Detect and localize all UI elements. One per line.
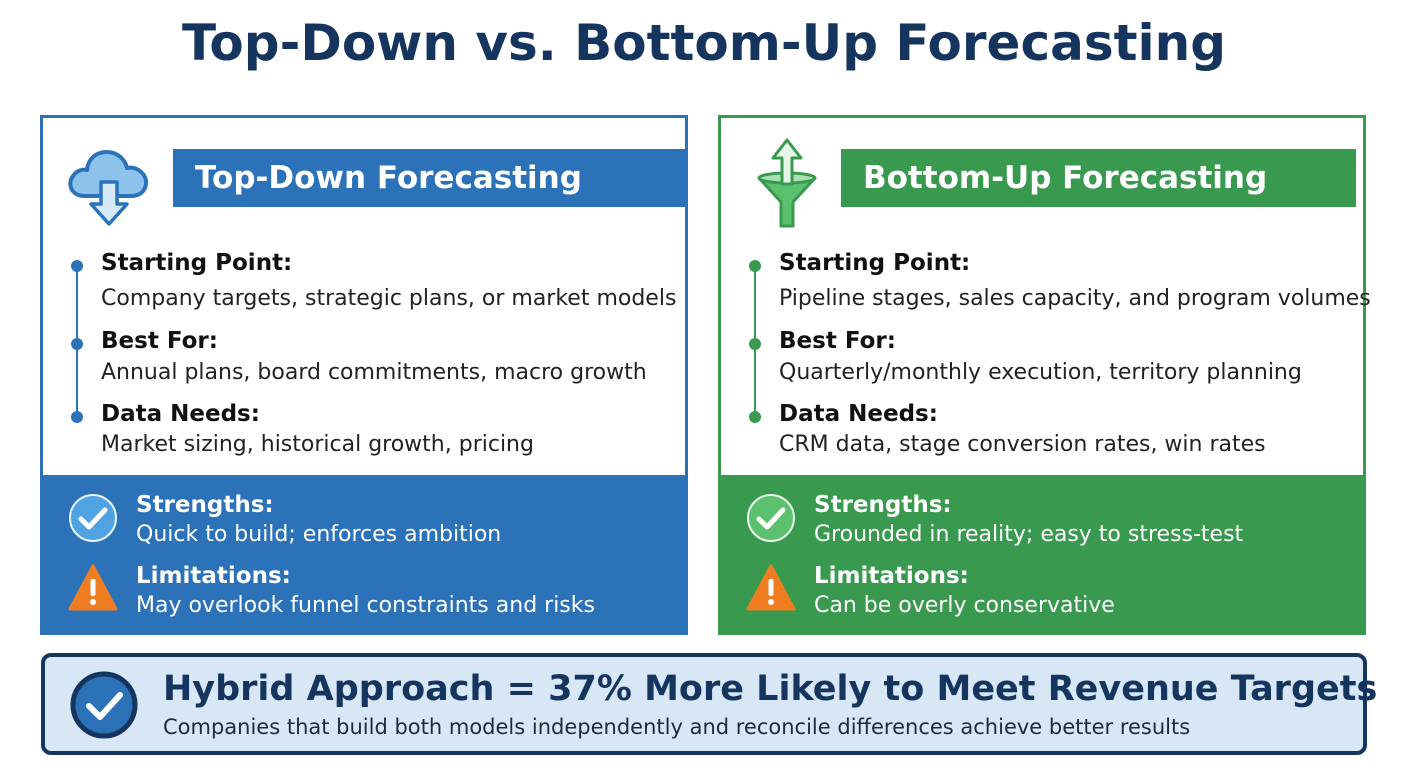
data-needs-label: Data Needs: [779, 401, 938, 427]
strengths-limitations-box: Strengths: Grounded in reality; easy to … [718, 475, 1366, 635]
checkmark-icon [747, 494, 795, 542]
starting-point-label: Starting Point: [101, 250, 293, 276]
page-title: Top-Down vs. Bottom-Up Forecasting [181, 14, 1227, 72]
hybrid-title: Hybrid Approach = 37% More Likely to Mee… [163, 669, 1378, 709]
hybrid-subtitle: Companies that build both models indepen… [163, 715, 1191, 739]
hybrid-approach-box: Hybrid Approach = 37% More Likely to Mee… [41, 653, 1377, 755]
checkmark-circle-icon [70, 671, 138, 739]
starting-point-label: Starting Point: [779, 250, 971, 276]
cloud-download-icon [68, 150, 149, 226]
starting-point-text: Pipeline stages, sales capacity, and pro… [779, 286, 1371, 311]
bottom-up-header: Bottom-Up Forecasting [841, 149, 1356, 207]
checkmark-icon [69, 494, 117, 542]
limitations-text: May overlook funnel constraints and risk… [136, 593, 595, 618]
strengths-limitations-box: Strengths: Quick to build; enforces ambi… [40, 475, 688, 635]
best-for-label: Best For: [779, 328, 896, 354]
limitations-text: Can be overly conservative [814, 593, 1115, 618]
warning-icon [746, 564, 796, 611]
best-for-text: Quarterly/monthly execution, territory p… [779, 360, 1302, 385]
bottom-up-panel: Bottom-Up Forecasting Starting Point: Pi… [718, 115, 1371, 635]
top-down-panel: Top-Down Forecasting Starting Point: Com… [40, 115, 688, 635]
strengths-text: Quick to build; enforces ambition [136, 522, 502, 547]
timeline-dot [749, 411, 761, 423]
warning-icon [68, 564, 118, 611]
strengths-label: Strengths: [136, 492, 274, 518]
best-for-text: Annual plans, board commitments, macro g… [101, 360, 647, 385]
timeline-dot [71, 260, 83, 272]
top-down-header: Top-Down Forecasting [173, 149, 688, 207]
timeline-dot [749, 338, 761, 350]
data-needs-text: CRM data, stage conversion rates, win ra… [779, 432, 1266, 457]
best-for-label: Best For: [101, 328, 218, 354]
limitations-label: Limitations: [136, 563, 291, 589]
starting-point-text: Company targets, strategic plans, or mar… [101, 286, 677, 311]
timeline-dot [71, 411, 83, 423]
data-needs-text: Market sizing, historical growth, pricin… [101, 432, 534, 457]
strengths-text: Grounded in reality; easy to stress-test [814, 522, 1244, 547]
limitations-label: Limitations: [814, 563, 969, 589]
funnel-up-arrow-icon [757, 138, 817, 228]
timeline-dot [749, 260, 761, 272]
timeline-dot [71, 338, 83, 350]
data-needs-label: Data Needs: [101, 401, 260, 427]
strengths-label: Strengths: [814, 492, 952, 518]
